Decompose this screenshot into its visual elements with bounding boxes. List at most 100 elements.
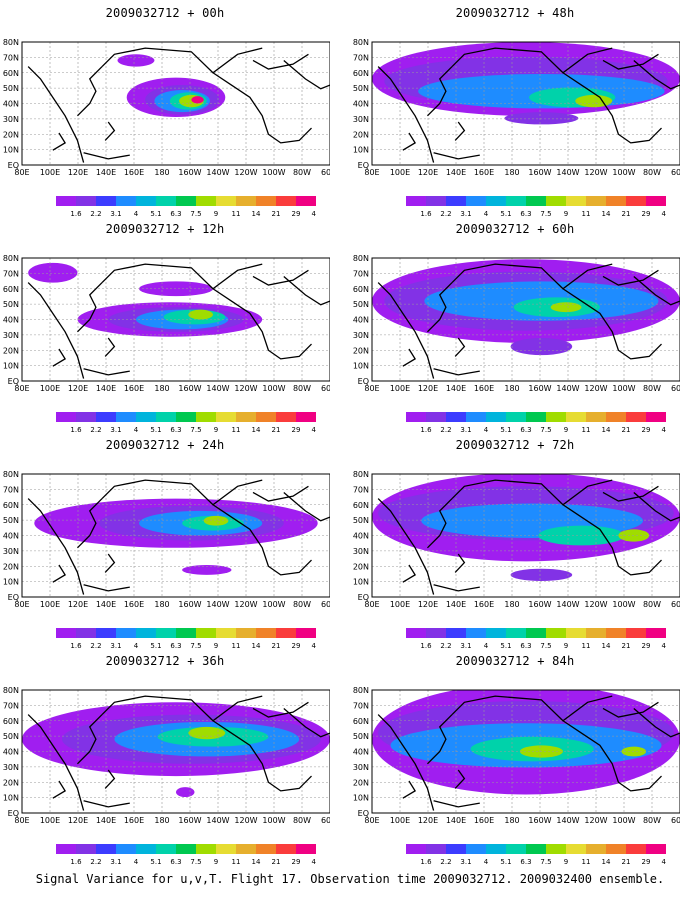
colorbar-swatch [406, 196, 426, 206]
colorbar-swatch [56, 196, 76, 206]
colorbar-label: 40 [662, 642, 666, 650]
variance-contour [182, 565, 232, 575]
colorbar-swatch [176, 196, 196, 206]
lat-tick-label: 20N [353, 346, 369, 355]
colorbar-label: 7.5 [540, 426, 551, 434]
colorbar-swatch [236, 196, 256, 206]
lat-tick-label: 20N [353, 562, 369, 571]
coastline [433, 152, 480, 160]
colorbar-label: 9 [214, 210, 218, 218]
lat-tick-label: 10N [353, 146, 369, 155]
colorbar-swatch [76, 412, 96, 422]
colorbar-label: 14 [602, 426, 611, 434]
colorbar-label: 1.6 [70, 858, 82, 866]
coastline [104, 121, 116, 141]
colorbar-swatch [116, 196, 136, 206]
coastline [433, 800, 480, 808]
colorbar-swatch [546, 628, 566, 638]
lon-tick-label: 120E [68, 168, 88, 177]
colorbar-label: 40 [312, 426, 316, 434]
colorbar-label: 7.5 [540, 210, 551, 218]
colorbar-label: 3.1 [110, 858, 121, 866]
lon-tick-label: 140E [446, 384, 466, 393]
colorbar-swatch [626, 844, 646, 854]
colorbar: 1.6 2.2 3.1 4 5.1 6.3 7.5 9 11 14 21 29 40 [406, 196, 666, 218]
lon-tick-label: 60W [321, 816, 330, 825]
colorbar-swatch [156, 412, 176, 422]
lon-tick-label: 180 [154, 384, 169, 393]
lat-tick-label: 30N [353, 331, 369, 340]
lon-tick-label: 80E [364, 384, 379, 393]
coastline-layer [377, 695, 680, 811]
lon-tick-label: 120E [418, 168, 438, 177]
colorbar-swatch [136, 844, 156, 854]
colorbar-swatch [626, 628, 646, 638]
colorbar-label: 3.1 [460, 858, 471, 866]
lat-tick-label: 50N [353, 516, 369, 525]
coastline [633, 707, 680, 738]
colorbar-swatch [406, 412, 426, 422]
colorbar-label: 40 [662, 210, 666, 218]
coastline [252, 701, 309, 718]
lon-tick-label: 160E [474, 600, 494, 609]
lon-tick-label: 80E [364, 600, 379, 609]
colorbar-swatch [196, 196, 216, 206]
colorbar-swatch [446, 412, 466, 422]
colorbar-swatch [486, 844, 506, 854]
lat-tick-label: EQ [8, 161, 19, 170]
colorbar-swatch [116, 844, 136, 854]
lat-tick-label: 50N [353, 732, 369, 741]
colorbar-swatch [546, 196, 566, 206]
colorbar-swatch [156, 628, 176, 638]
lon-tick-label: 80W [643, 816, 661, 825]
lat-tick-label: 80N [3, 38, 19, 47]
colorbar-label: 3.1 [110, 642, 121, 650]
lon-tick-label: 160E [474, 816, 494, 825]
variance-contour [176, 787, 195, 798]
colorbar-swatch [546, 412, 566, 422]
lat-tick-label: 80N [3, 470, 19, 479]
lon-tick-label: 140E [96, 168, 116, 177]
coastline [283, 707, 330, 738]
lat-tick-label: EQ [358, 161, 369, 170]
lon-tick-label: 140W [556, 384, 579, 393]
colorbar-label: 14 [602, 210, 611, 218]
lat-tick-label: EQ [358, 809, 369, 818]
coastline [402, 132, 417, 151]
coastline [562, 720, 662, 792]
panel-60h: 2009032712 + 60h 80N 70N 60N 50N 40N 30N 20N 10… [350, 216, 680, 436]
colorbar: 1.6 2.2 3.1 4 5.1 6.3 7.5 9 11 14 21 29 40 [56, 628, 316, 650]
colorbar-swatch [466, 844, 486, 854]
colorbar-swatch [566, 628, 586, 638]
colorbar-label: 29 [642, 642, 651, 650]
colorbar-label: 6.3 [170, 858, 181, 866]
lon-tick-label: 120W [584, 168, 607, 177]
lon-tick-label: 100W [612, 384, 635, 393]
colorbar-label: 21 [272, 858, 281, 866]
colorbar-swatch [76, 628, 96, 638]
coastline [83, 800, 130, 808]
lon-tick-label: 60W [671, 384, 680, 393]
lon-tick-label: 100W [612, 816, 635, 825]
lon-tick-label: 80W [293, 600, 311, 609]
variance-contour [510, 337, 573, 356]
panel-12h: 2009032712 + 12h 80N 70N 60N 50N 40N 30N 20N 10… [0, 216, 330, 436]
lon-tick-label: 80E [364, 168, 379, 177]
panel-84h: 2009032712 + 84h 80N 70N 60N 50N 40N 30N 20N 10… [350, 648, 680, 868]
lat-tick-label: 40N [353, 316, 369, 325]
colorbar-label: 14 [252, 210, 261, 218]
colorbar-swatch [626, 412, 646, 422]
lat-tick-label: 50N [3, 300, 19, 309]
lon-tick-label: 140E [446, 816, 466, 825]
lon-tick-label: 80W [643, 600, 661, 609]
lon-tick-label: 160W [528, 600, 551, 609]
plot-frame [371, 473, 680, 598]
lon-tick-label: 140E [96, 600, 116, 609]
lat-tick-label: 40N [3, 748, 19, 757]
colorbar-label: 4 [484, 426, 489, 434]
colorbar-swatch [426, 412, 446, 422]
colorbar-swatch [566, 412, 586, 422]
colorbar-swatch [116, 412, 136, 422]
coastline [454, 337, 466, 357]
colorbar-label: 9 [214, 858, 218, 866]
